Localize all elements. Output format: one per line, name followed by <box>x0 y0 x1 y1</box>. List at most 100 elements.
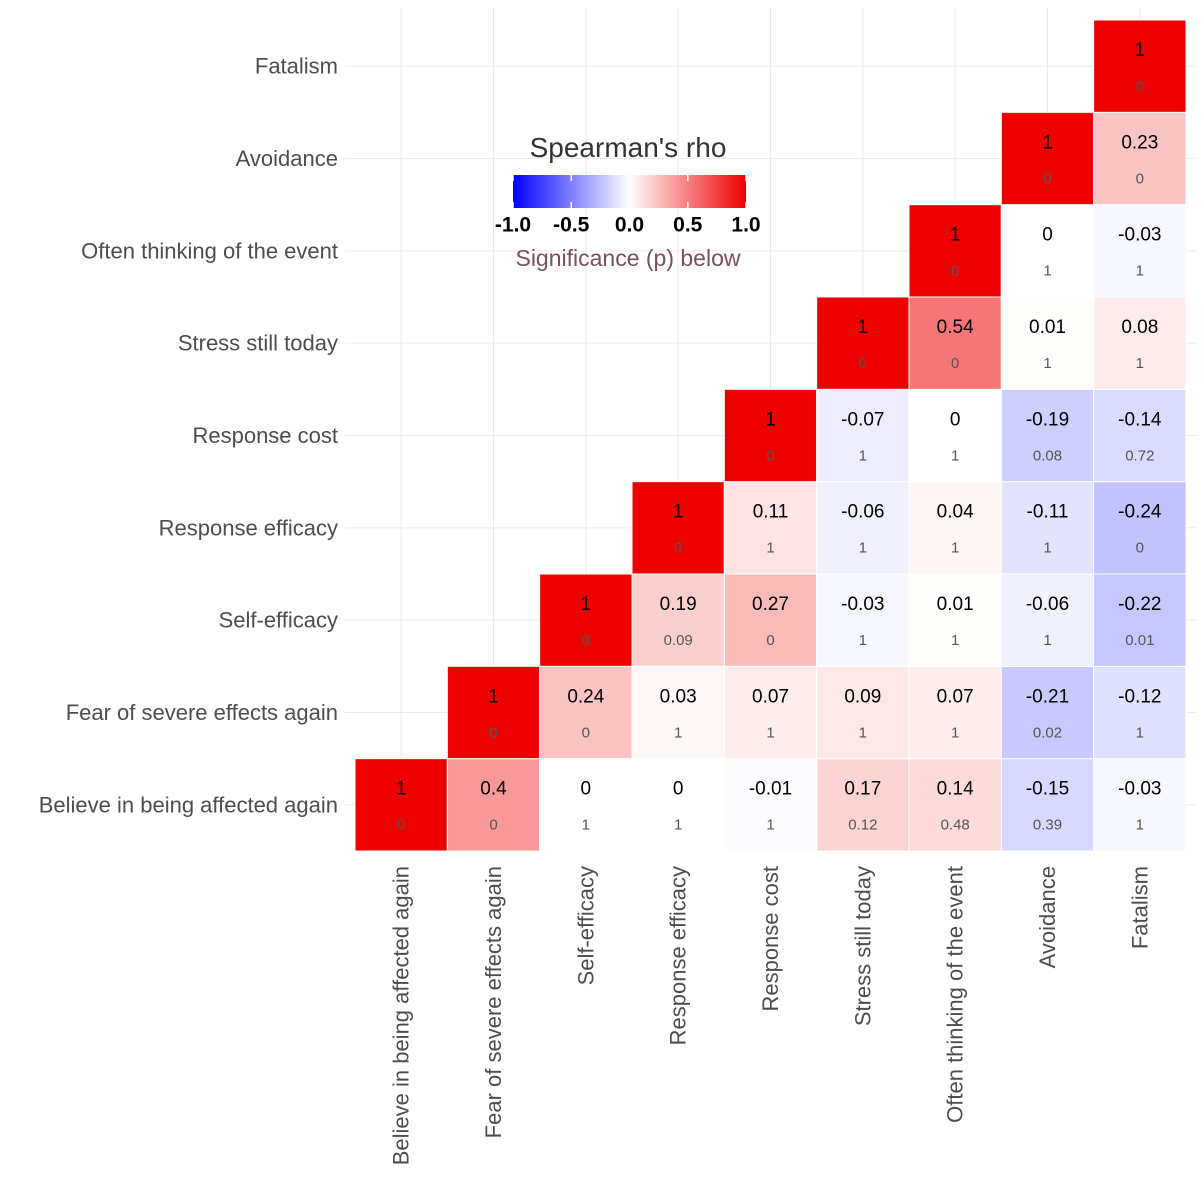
heatmap-cell: 0.17 0.12 <box>816 758 910 852</box>
heatmap-cell: 0.27 0 <box>723 573 818 667</box>
heatmap-cell: 0.07 1 <box>723 665 818 760</box>
p-value-label: 0 <box>766 632 774 649</box>
cell-fill <box>539 758 633 852</box>
y-tick-label: Often thinking of the event <box>81 238 338 263</box>
rho-label: 0.04 <box>937 502 974 523</box>
p-value-label: 0.72 <box>1125 447 1154 464</box>
legend-tick-label: 0.5 <box>673 214 703 237</box>
rho-label: 1 <box>1135 40 1146 61</box>
cell-fill <box>908 573 1002 667</box>
legend-tick-label: -1.0 <box>495 214 531 237</box>
heatmap-cell: 01 <box>1000 204 1095 298</box>
rho-label: -0.21 <box>1026 686 1069 707</box>
x-tick-label: Fatalism <box>1127 866 1152 949</box>
rho-label: 0.14 <box>937 779 974 800</box>
rho-label: 1 <box>950 225 961 246</box>
heatmap-cell: 01 <box>908 388 1002 483</box>
cell-fill <box>1000 665 1095 760</box>
p-value-label: 1 <box>766 724 774 741</box>
heatmap-cell: 0.04 1 <box>908 481 1002 575</box>
heatmap-cell: 10 <box>539 573 633 667</box>
rho-label: 0.23 <box>1121 132 1158 153</box>
cell-fill <box>723 665 818 760</box>
y-tick-label: Response efficacy <box>159 515 338 540</box>
rho-label: -0.15 <box>1026 779 1069 800</box>
heatmap-cell: 0.23 0 <box>1093 111 1187 206</box>
rho-label: 1 <box>673 502 684 523</box>
heatmap-cell: 0.24 0 <box>539 665 633 760</box>
cell-fill <box>1093 573 1187 667</box>
p-value-label: 0.48 <box>941 817 970 834</box>
cell-fill <box>1000 388 1095 483</box>
rho-label: 1 <box>488 686 499 707</box>
legend-tick-label: 0.0 <box>615 214 644 237</box>
cell-fill <box>1093 111 1187 206</box>
p-value-label: 1 <box>859 724 867 741</box>
rho-label: 0 <box>673 779 684 800</box>
heatmap-cell: 0.11 1 <box>723 481 818 575</box>
rho-label: -0.19 <box>1026 409 1069 430</box>
p-value-label: 0 <box>582 724 590 741</box>
cell-fill <box>816 573 910 667</box>
cell-fill <box>816 665 910 760</box>
heatmap-cell: -0.19 0.08 <box>1000 388 1095 483</box>
y-tick-label: Avoidance <box>236 146 338 171</box>
cell-fill <box>723 481 818 575</box>
p-value-label: 1 <box>1043 632 1051 649</box>
y-axis-labels: Believe in being affected again Fear of s… <box>39 54 338 818</box>
cell-fill <box>1000 758 1095 852</box>
x-tick-label: Fear of severe effects again <box>481 866 506 1138</box>
heatmap-cell: -0.01 1 <box>723 758 818 852</box>
heatmap-cell: 10 <box>631 481 725 575</box>
p-value-label: 0 <box>1136 540 1144 557</box>
cell-fill <box>631 665 725 760</box>
heatmap-cell: 10 <box>723 388 818 483</box>
heatmap-cell: 10 <box>1093 19 1187 113</box>
cell-fill <box>1093 19 1187 113</box>
legend-note: Significance (p) below <box>515 245 740 271</box>
y-tick-label: Believe in being affected again <box>39 792 338 817</box>
rho-label: 1 <box>396 779 407 800</box>
heatmap-cell: -0.11 1 <box>1000 481 1095 575</box>
rho-label: 0.11 <box>753 502 789 523</box>
rho-label: 0.01 <box>937 594 974 615</box>
heatmap-cell: 0.07 1 <box>908 665 1002 760</box>
heatmap-cell: -0.06 1 <box>816 481 910 575</box>
p-value-label: 1 <box>766 540 774 557</box>
rho-label: 0.09 <box>844 686 881 707</box>
p-value-label: 0 <box>582 632 590 649</box>
heatmap-cell: 10 <box>1000 111 1095 206</box>
p-value-label: 0.09 <box>664 632 693 649</box>
rho-label: 0 <box>950 409 961 430</box>
heatmap-cell: 10 <box>354 758 448 852</box>
p-value-label: 1 <box>1136 263 1144 280</box>
p-value-label: 1 <box>1136 817 1144 834</box>
rho-label: -0.07 <box>841 409 884 430</box>
rho-label: -0.03 <box>841 594 884 615</box>
rho-label: 0.4 <box>480 779 507 800</box>
rho-label: 0.03 <box>660 686 697 707</box>
rho-label: 0.19 <box>660 594 697 615</box>
cell-fill <box>1000 204 1095 298</box>
heatmap-cell: 0.54 0 <box>908 296 1002 390</box>
p-value-label: 0.12 <box>848 817 877 834</box>
heatmap-cell: -0.14 0.72 <box>1093 388 1187 483</box>
p-value-label: 1 <box>582 817 590 834</box>
heatmap-cell: 0.14 0.48 <box>908 758 1002 852</box>
cell-fill <box>723 388 818 483</box>
cell-fill <box>539 573 633 667</box>
legend-title: Spearman's rho <box>530 132 727 163</box>
rho-label: 0.01 <box>1029 317 1066 338</box>
x-tick-label: Avoidance <box>1035 866 1060 968</box>
p-value-label: 0.39 <box>1033 817 1062 834</box>
cell-fill <box>816 758 910 852</box>
p-value-label: 0.08 <box>1033 447 1062 464</box>
rho-label: 0 <box>1042 225 1053 246</box>
p-value-label: 0 <box>489 817 497 834</box>
cell-fill <box>816 388 910 483</box>
p-value-label: 1 <box>859 632 867 649</box>
p-value-label: 1 <box>1043 263 1051 280</box>
heatmap-cell: 0.09 1 <box>816 665 910 760</box>
heatmap-cell: -0.03 1 <box>1093 758 1187 852</box>
x-tick-label: Believe in being affected again <box>389 866 414 1165</box>
